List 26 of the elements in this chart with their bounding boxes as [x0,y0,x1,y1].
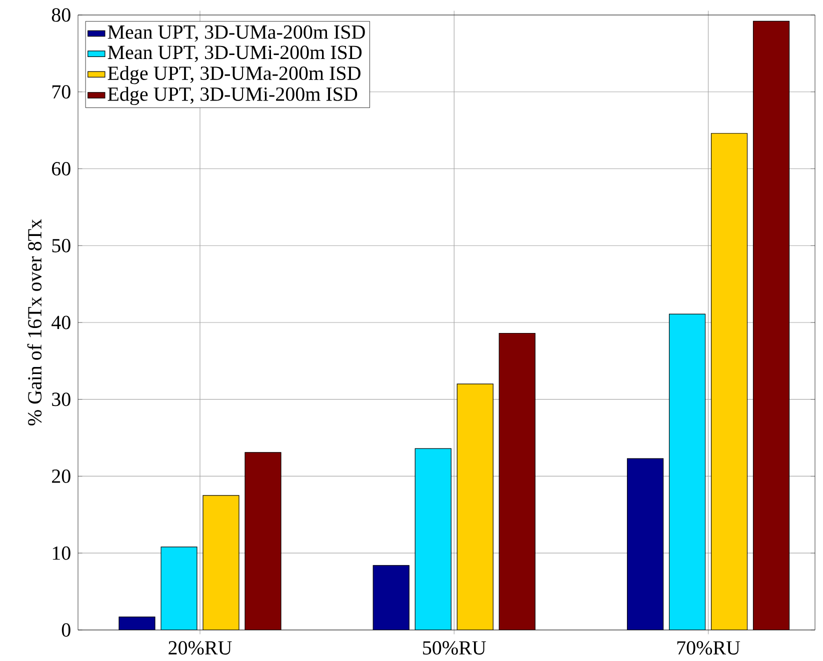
y-tick-label: 0 [62,623,70,637]
legend-label: Mean UPT, 3D-UMa-200m ISD [108,25,365,42]
x-tick-label: 20%RU [168,640,232,655]
y-axis-title: % Gain of 16Tx over 8Tx [27,218,42,426]
y-tick-label: 30 [52,392,70,406]
y-tick-label: 60 [52,162,70,176]
bar [372,564,410,630]
bar [118,616,155,630]
y-tick-label: 40 [52,316,70,330]
x-tick-label: 70%RU [677,640,740,655]
bar [626,458,664,630]
y-tick-label: 70 [52,84,70,98]
bar [456,384,494,630]
bar [244,452,282,630]
bar [710,132,748,630]
y-tick-label: 10 [52,546,70,560]
bar [202,494,240,630]
y-tick-label: 50 [52,238,70,252]
y-tick-label: 20 [52,469,70,483]
legend-label: Mean UPT, 3D-UMi-200m ISD [108,45,362,62]
legend-label: Edge UPT, 3D-UMa-200m ISD [108,66,360,84]
x-tick-label: 50%RU [423,640,486,655]
bar [752,20,790,630]
bar [498,332,536,630]
legend-label: Edge UPT, 3D-UMi-200m ISD [108,86,358,105]
y-tick-label: 80 [52,8,70,22]
